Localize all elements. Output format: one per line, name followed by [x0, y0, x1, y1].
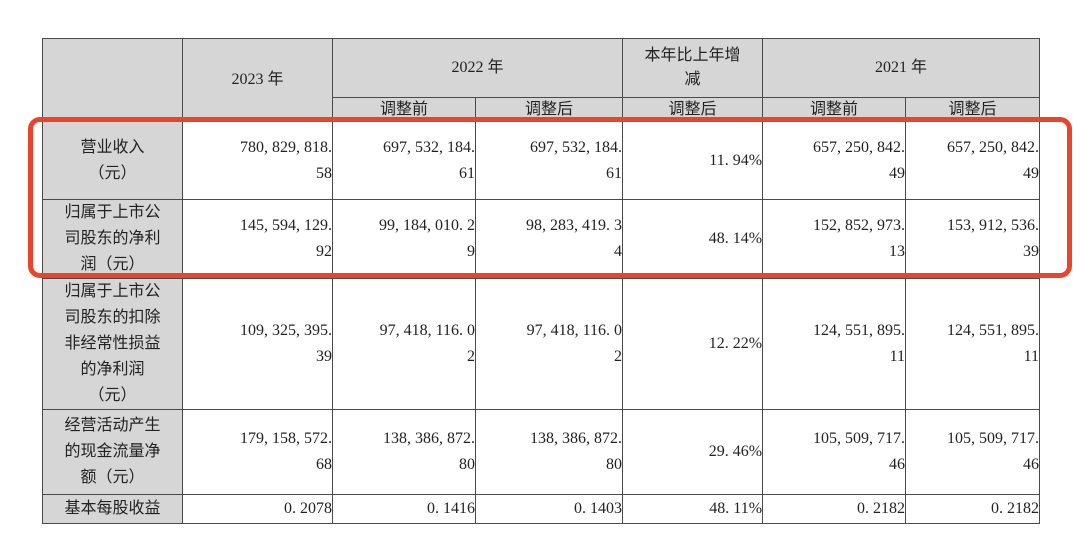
row-label: 基本每股收益	[42, 494, 183, 524]
table-cell: 179, 158, 572. 68	[182, 409, 333, 495]
col-header-2023: 2023 年	[182, 38, 333, 122]
table-cell: 124, 551, 895. 11	[905, 278, 1041, 410]
table-cell: 145, 594, 129. 92	[182, 199, 333, 279]
table-cell: 48. 14%	[622, 199, 764, 279]
table-cell: 138, 386, 872. 80	[332, 409, 476, 495]
row-label: 经营活动产生 的现金流量净 额（元）	[42, 409, 183, 495]
table-cell: 97, 418, 116. 0 2	[332, 278, 476, 410]
table-cell: 99, 184, 010. 2 9	[332, 199, 476, 279]
col-header-2022: 2022 年	[331, 38, 624, 98]
row-label: 归属于上市公 司股东的扣除 非经常性损益 的净利润 （元）	[42, 278, 183, 410]
table-cell: 697, 532, 184. 61	[332, 121, 476, 200]
table-row-net-profit: 归属于上市公 司股东的净利 润（元） 145, 594, 129. 92 99,…	[42, 199, 1041, 279]
subheader-2021-after: 调整后	[905, 97, 1041, 122]
table-cell: 0. 1403	[474, 494, 624, 524]
table-cell: 138, 386, 872. 80	[474, 409, 624, 495]
key-financials-table: 2023 年 2022 年 本年比上年增 减 2021 年 调整前 调整后 调整…	[42, 38, 1041, 524]
col-header-2021: 2021 年	[762, 38, 1041, 98]
table-cell: 0. 1416	[332, 494, 476, 524]
row-label: 营业收入 （元）	[42, 121, 183, 200]
table-row-basic-eps: 基本每股收益 0. 2078 0. 1416 0. 1403 48. 11% 0…	[42, 494, 1041, 524]
table-cell: 12. 22%	[622, 278, 764, 410]
table-cell: 657, 250, 842. 49	[905, 121, 1041, 200]
table-row-operating-revenue: 营业收入 （元） 780, 829, 818. 58 697, 532, 184…	[42, 121, 1041, 200]
table-cell: 0. 2182	[905, 494, 1041, 524]
corner-cell	[42, 38, 183, 122]
table-cell: 105, 509, 717. 46	[762, 409, 907, 495]
row-label: 归属于上市公 司股东的净利 润（元）	[42, 199, 183, 279]
table-cell: 98, 283, 419. 3 4	[474, 199, 624, 279]
table-cell: 0. 2182	[762, 494, 907, 524]
table-cell: 657, 250, 842. 49	[762, 121, 907, 200]
subheader-yoy-after: 调整后	[622, 97, 764, 122]
table-cell: 0. 2078	[182, 494, 333, 524]
table-cell: 153, 912, 536. 39	[905, 199, 1041, 279]
table-cell: 48. 11%	[622, 494, 764, 524]
table-cell: 780, 829, 818. 58	[182, 121, 333, 200]
subheader-2021-before: 调整前	[762, 97, 907, 122]
table-cell: 29. 46%	[622, 409, 764, 495]
col-header-yoy-change: 本年比上年增 减	[622, 38, 764, 98]
table-cell: 109, 325, 395. 39	[182, 278, 333, 410]
table-row-net-profit-excl-nonrecurring: 归属于上市公 司股东的扣除 非经常性损益 的净利润 （元） 109, 325, …	[42, 278, 1041, 410]
subheader-2022-before: 调整前	[332, 97, 476, 122]
table-cell: 105, 509, 717. 46	[905, 409, 1041, 495]
table-cell: 124, 551, 895. 11	[762, 278, 907, 410]
table-cell: 697, 532, 184. 61	[474, 121, 624, 200]
subheader-2022-after: 调整后	[474, 97, 624, 122]
table-cell: 97, 418, 116. 0 2	[474, 278, 624, 410]
table-cell: 152, 852, 973. 13	[762, 199, 907, 279]
table-cell: 11. 94%	[622, 121, 764, 200]
table-row-operating-cash-flow: 经营活动产生 的现金流量净 额（元） 179, 158, 572. 68 138…	[42, 409, 1041, 495]
